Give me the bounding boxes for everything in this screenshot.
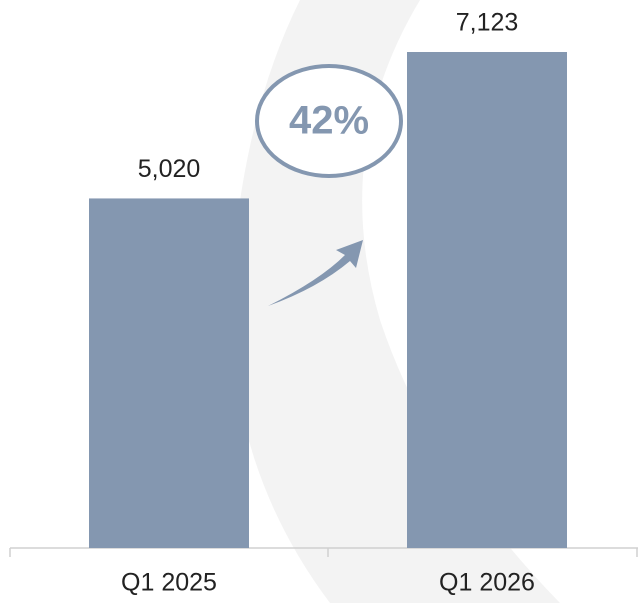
growth-arrow: [268, 240, 363, 306]
annotation: 42%: [289, 99, 369, 143]
x-tick-label: Q1 2025: [121, 569, 217, 597]
annotation-ellipse: [255, 64, 403, 178]
value-label: 7,123: [456, 9, 519, 37]
x-tick-label: Q1 2026: [439, 569, 535, 597]
bar: [407, 52, 567, 548]
value-label: 5,020: [138, 155, 201, 183]
bar: [89, 198, 249, 548]
